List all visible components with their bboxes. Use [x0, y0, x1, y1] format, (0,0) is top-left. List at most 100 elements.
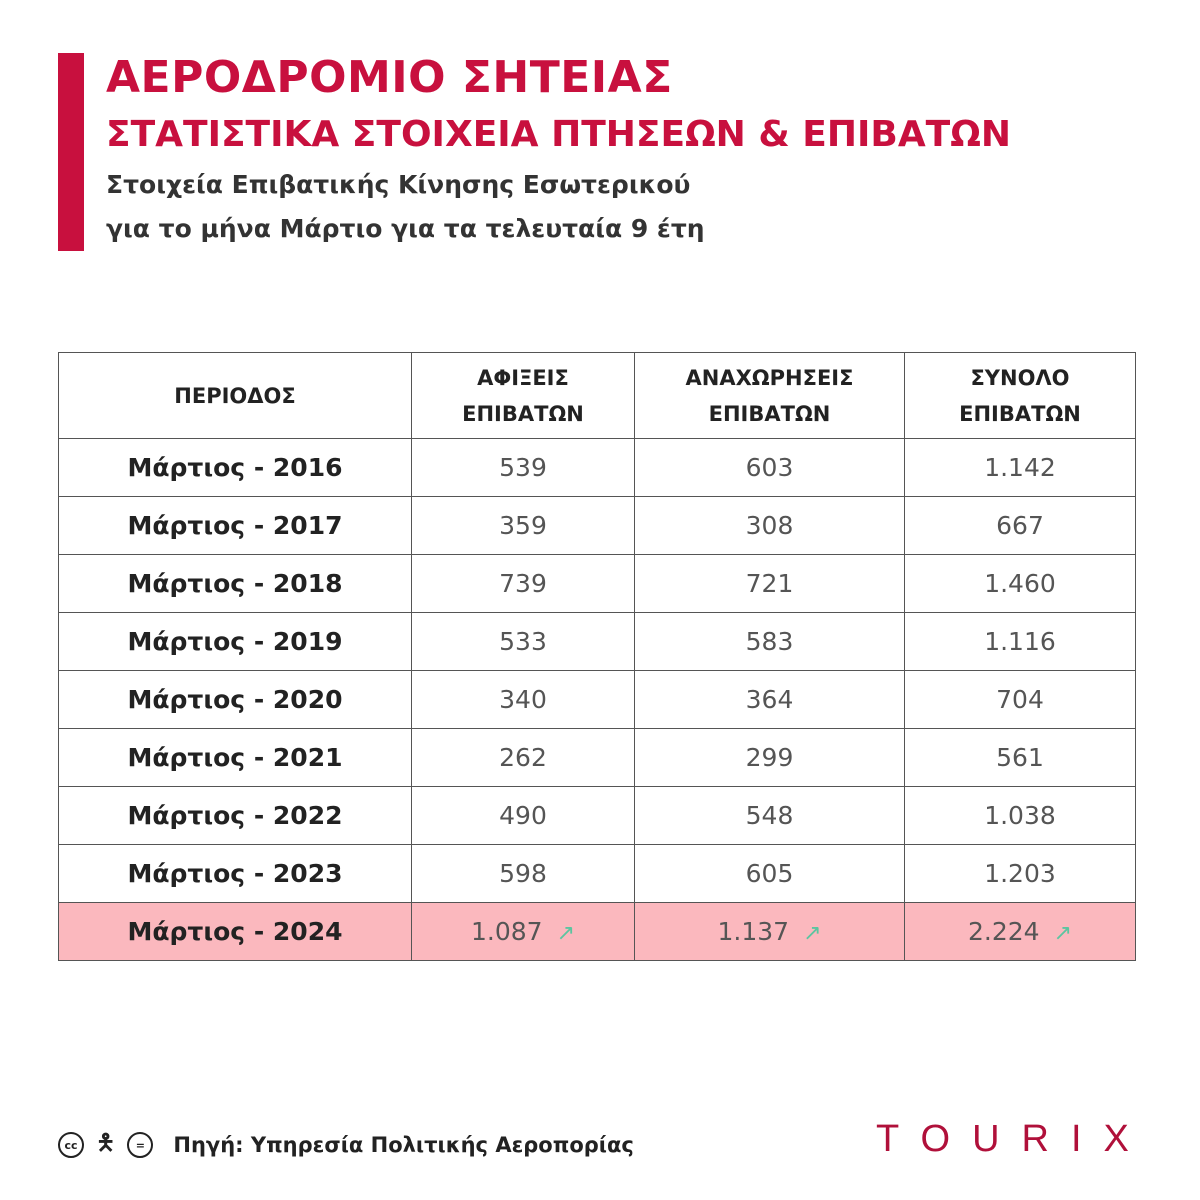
table-header-row: ΠΕΡΙΟΔΟΣ ΑΦΙΞΕΙΣ ΕΠΙΒΑΤΩΝ ΑΝΑΧΩΡΗΣΕΙΣ ΕΠΙΒΑΤ…: [58, 352, 1136, 439]
cell-text: 1.460: [984, 569, 1056, 598]
cell-text: Μάρτιος - 2024: [127, 917, 343, 946]
cell-text: 308: [745, 511, 794, 540]
value-cell: 262: [411, 728, 635, 787]
cell-text: Μάρτιος - 2020: [127, 685, 343, 714]
cell-text: 1.116: [984, 627, 1056, 656]
cell-text: 739: [499, 569, 547, 598]
value-cell: 1.203: [904, 844, 1136, 903]
table-row: Μάρτιος - 2019 533 583 1.116: [58, 612, 1136, 671]
tourix-logo: TOURIX: [876, 1118, 1151, 1160]
column-header: ΑΝΑΧΩΡΗΣΕΙΣ ΕΠΙΒΑΤΩΝ: [634, 352, 905, 439]
cell-text: 299: [745, 743, 794, 772]
period-cell: Μάρτιος - 2021: [58, 728, 412, 787]
value-cell: 533: [411, 612, 635, 671]
period-cell: Μάρτιος - 2016: [58, 438, 412, 497]
value-cell: 667: [904, 496, 1136, 555]
cell-text: 1.087: [470, 917, 543, 946]
cell-text: 340: [499, 685, 547, 714]
period-cell: Μάρτιος - 2018: [58, 554, 412, 613]
value-cell: 1.137 ↗: [634, 902, 905, 961]
cell-text: Μάρτιος - 2017: [127, 511, 343, 540]
description-line-1: Στοιχεία Επιβατικής Κίνησης Εσωτερικού: [106, 170, 691, 199]
cell-text: Μάρτιος - 2022: [127, 801, 343, 830]
value-cell: 721: [634, 554, 905, 613]
period-cell: Μάρτιος - 2023: [58, 844, 412, 903]
cell-text: 364: [745, 685, 794, 714]
cell-text: 539: [499, 453, 547, 482]
value-cell: 1.087 ↗: [411, 902, 635, 961]
period-cell: Μάρτιος - 2020: [58, 670, 412, 729]
accent-bar: [58, 53, 84, 251]
cell-text: 1.038: [984, 801, 1056, 830]
table-row: Μάρτιος - 2022 490 548 1.038: [58, 786, 1136, 845]
value-cell: 598: [411, 844, 635, 903]
cell-text: 490: [499, 801, 547, 830]
header-line: ΠΕΡΙΟΔΟΣ: [174, 383, 296, 408]
nd-icon: =: [127, 1132, 154, 1158]
trending-up-icon: ↗: [556, 920, 575, 946]
description-line-2: για το μήνα Μάρτιο για τα τελευταία 9 έτ…: [106, 214, 705, 243]
table-row: Μάρτιος - 2021 262 299 561: [58, 728, 1136, 787]
header-line: ΑΦΙΞΕΙΣ: [477, 365, 569, 390]
cell-text: 605: [745, 859, 794, 888]
value-cell: 359: [411, 496, 635, 555]
passenger-table: ΠΕΡΙΟΔΟΣ ΑΦΙΞΕΙΣ ΕΠΙΒΑΤΩΝ ΑΝΑΧΩΡΗΣΕΙΣ ΕΠΙΒΑΤ…: [58, 352, 1136, 961]
page-subtitle: ΣΤΑΤΙΣΤΙΚΑ ΣΤΟΙΧΕΙΑ ΠΤΗΣΕΩΝ & ΕΠΙΒΑΤΩΝ: [106, 114, 1011, 155]
header-line: ΣΥΝΟΛΟ: [970, 365, 1070, 390]
trending-up-icon: ↗: [803, 920, 822, 946]
period-cell: Μάρτιος - 2022: [58, 786, 412, 845]
cell-text: Μάρτιος - 2019: [127, 627, 343, 656]
cell-text: 262: [499, 743, 547, 772]
period-cell: Μάρτιος - 2017: [58, 496, 412, 555]
column-header: ΑΦΙΞΕΙΣ ΕΠΙΒΑΤΩΝ: [411, 352, 635, 439]
value-cell: 603: [634, 438, 905, 497]
table-row: Μάρτιος - 2023 598 605 1.203: [58, 844, 1136, 903]
value-cell: 561: [904, 728, 1136, 787]
value-cell: 548: [634, 786, 905, 845]
source-text: Πηγή: Υπηρεσία Πολιτικής Αεροπορίας: [173, 1133, 634, 1157]
cell-text: 561: [996, 743, 1044, 772]
cell-text: 548: [745, 801, 794, 830]
table-row: Μάρτιος - 2018 739 721 1.460: [58, 554, 1136, 613]
value-cell: 1.038: [904, 786, 1136, 845]
value-cell: 308: [634, 496, 905, 555]
cell-text: 1.137: [717, 917, 790, 946]
value-cell: 704: [904, 670, 1136, 729]
by-icon: 🯅: [96, 1131, 116, 1156]
value-cell: 1.142: [904, 438, 1136, 497]
value-cell: 1.116: [904, 612, 1136, 671]
header-line: ΑΝΑΧΩΡΗΣΕΙΣ: [685, 365, 854, 390]
header-line: ΕΠΙΒΑΤΩΝ: [708, 401, 831, 426]
cell-text: 704: [996, 685, 1044, 714]
cell-text: 533: [499, 627, 547, 656]
table-row: Μάρτιος - 2016 539 603 1.142: [58, 438, 1136, 497]
cell-text: 583: [745, 627, 794, 656]
cell-text: 667: [996, 511, 1044, 540]
value-cell: 539: [411, 438, 635, 497]
cell-text: Μάρτιος - 2016: [127, 453, 343, 482]
header-line: ΕΠΙΒΑΤΩΝ: [462, 401, 584, 426]
cell-text: 1.203: [984, 859, 1056, 888]
period-cell: Μάρτιος - 2019: [58, 612, 412, 671]
cell-text: Μάρτιος - 2018: [127, 569, 343, 598]
value-cell: 299: [634, 728, 905, 787]
value-cell: 583: [634, 612, 905, 671]
footer: cc 🯅 = Πηγή: Υπηρεσία Πολιτικής Αεροπορί…: [58, 1126, 634, 1164]
page-title: ΑΕΡΟΔΡΟΜΙΟ ΣΗΤΕΙΑΣ: [106, 52, 673, 103]
table-row: Μάρτιος - 2020 340 364 704: [58, 670, 1136, 729]
value-cell: 340: [411, 670, 635, 729]
cell-text: 359: [499, 511, 547, 540]
header-line: ΕΠΙΒΑΤΩΝ: [959, 401, 1081, 426]
value-cell: 605: [634, 844, 905, 903]
value-cell: 2.224 ↗: [904, 902, 1136, 961]
cell-text: 598: [499, 859, 547, 888]
cell-text: 1.142: [984, 453, 1056, 482]
period-cell: Μάρτιος - 2024: [58, 902, 412, 961]
value-cell: 364: [634, 670, 905, 729]
table-row: Μάρτιος - 2024 1.087 ↗ 1.137 ↗ 2.224 ↗: [58, 902, 1136, 961]
value-cell: 1.460: [904, 554, 1136, 613]
column-header: ΠΕΡΙΟΔΟΣ: [58, 352, 412, 439]
value-cell: 739: [411, 554, 635, 613]
trending-up-icon: ↗: [1053, 920, 1072, 946]
cell-text: Μάρτιος - 2023: [127, 859, 343, 888]
